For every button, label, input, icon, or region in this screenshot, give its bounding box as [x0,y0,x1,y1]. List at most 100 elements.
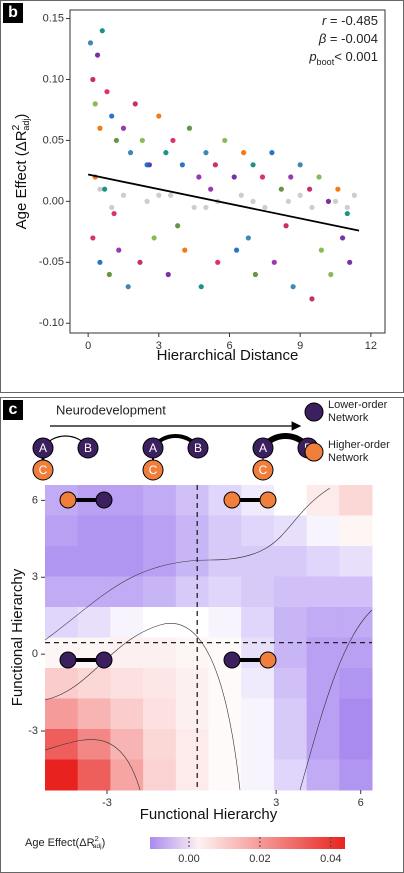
heat-cell [306,546,340,577]
point [215,259,221,265]
point [156,192,162,198]
heat-cell [77,515,111,547]
stat-text: < 0.001 [334,49,378,64]
stat-annotation: r = -0.485 [322,13,378,28]
stat-annotation: pboot< 0.001 [308,49,378,67]
node [252,459,274,481]
contour [44,739,141,791]
point [285,198,292,204]
heat-cell [339,576,373,608]
point [307,186,313,192]
heat-cell [273,485,308,516]
contour [299,609,373,791]
icon-node [259,651,277,669]
heat-cell [339,698,373,730]
point [271,259,277,265]
heat-cell [175,576,209,608]
heat-cell [143,698,177,730]
point [168,192,174,198]
heat-cell [110,515,144,547]
heat-cell [273,515,308,547]
stat-symbol: r [322,13,327,28]
point [297,192,303,198]
point [170,137,176,144]
label-sub: adj [93,843,102,850]
point [238,192,244,198]
icon-node [259,491,277,509]
point [132,101,138,107]
point [259,174,266,180]
heat-cell [45,729,79,760]
point [163,150,169,156]
heat-cell [306,576,340,608]
node-label: C [149,463,158,477]
heat-cell [306,668,340,699]
point [283,223,289,229]
point [325,198,332,204]
node-label: C [259,463,268,477]
heat-cell [110,546,144,577]
point [94,52,101,58]
heat-cell [339,759,373,791]
heat-cell [45,759,79,791]
heat-cell [110,668,144,699]
heat-cell [241,729,275,760]
stat-text: = -0.485 [326,13,378,28]
node-label: A [39,441,47,455]
point [109,204,115,211]
icon-node [59,651,77,669]
heat-cell [77,576,111,608]
point [222,137,228,144]
point [87,40,94,46]
y-tick-label: 0 [32,648,38,660]
point [97,186,103,192]
label-end: ) [102,837,106,849]
point [151,235,157,241]
heat-cell [143,729,177,760]
point [351,192,357,198]
point [109,113,115,119]
heat-cell [45,546,79,577]
y-tick-label: 3 [32,571,38,583]
point [297,162,303,168]
heat-cell [175,759,209,791]
x-tick-label: 9 [297,340,303,352]
icon-node [223,651,241,669]
heat-cell [339,546,373,577]
node [32,437,54,459]
x-tick-label: 3 [156,340,162,352]
heat-cell [175,729,209,760]
heat-cell [110,698,144,730]
colorbar-tick-label: 0.00 [178,853,199,865]
point [335,186,341,192]
label-end: ) [13,114,30,119]
heat-cell [208,546,242,577]
heat-cell [208,698,242,730]
point [92,101,98,107]
heat-cell [306,607,340,638]
point [90,76,96,83]
heat-cell [143,546,177,577]
node [32,459,54,481]
y-tick-label: -0.05 [39,256,64,268]
x-axis-label: Hierarchical Distance [157,347,299,364]
point [347,259,353,265]
node [187,437,209,459]
heat-cell [77,546,111,577]
heat-cell [175,485,209,516]
point [262,204,268,211]
point [179,162,185,168]
y-tick-label: 0.05 [43,134,64,146]
heat-cell [208,759,242,791]
point [208,186,214,192]
point [344,204,350,211]
legend-label: Network [328,412,369,424]
heat-cell [339,607,373,638]
point [203,204,209,211]
label-sub: adj [21,119,31,131]
point [104,89,110,95]
plot-frame [69,9,386,334]
y-tick-label: -0.10 [39,317,64,329]
point [144,198,150,204]
